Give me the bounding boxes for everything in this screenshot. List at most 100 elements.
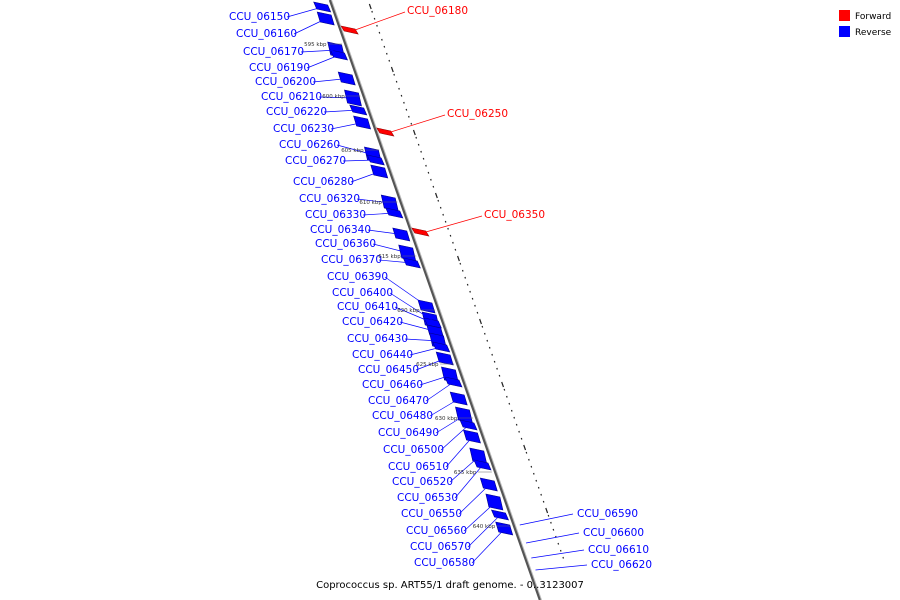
track-tick (420, 150, 422, 153)
track-tick (537, 486, 540, 489)
track-tick (518, 430, 520, 433)
track-tick (510, 409, 513, 412)
track-tick (432, 185, 435, 188)
track-tick (474, 304, 476, 307)
gene-leader-line (404, 338, 440, 342)
gene-label-reverse: CCU_06370 (321, 254, 382, 266)
gene-leader-line (336, 144, 375, 156)
gene-label-reverse: CCU_06440 (352, 349, 413, 361)
gene-label-reverse: CCU_06500 (383, 444, 444, 456)
gene-leader-line (394, 306, 434, 324)
gene-label-reverse: CCU_06580 (414, 557, 475, 569)
gene-leader-line (312, 78, 348, 83)
track-tick (449, 234, 452, 237)
gene-label-reverse: CCU_06190 (249, 62, 310, 74)
forward-gene-block (340, 25, 359, 35)
track-tick (486, 339, 489, 342)
scale-mark-label: 615 kbp (378, 254, 401, 260)
gene-label-reverse: CCU_06570 (410, 541, 471, 553)
gene-leader-line (458, 484, 490, 515)
gene-label-reverse: CCU_06280 (293, 176, 354, 188)
track-tick (464, 276, 467, 279)
track-tick (513, 416, 516, 419)
gene-label-reverse: CCU_06590 (577, 508, 638, 520)
track-tick (535, 479, 538, 482)
track-tick (528, 458, 530, 461)
gene-label-reverse: CCU_06270 (285, 155, 346, 167)
track-tick (532, 472, 535, 475)
gene-labels: CCU_06150 CCU_06160 CCU_06170 CCU_06190 CCU_… (229, 5, 652, 571)
gene-leader-line (367, 229, 403, 235)
track-tick (491, 353, 493, 356)
track-tick (383, 45, 386, 48)
gene-label-reverse: CCU_06490 (378, 427, 439, 439)
track-tick (552, 528, 555, 531)
legend-reverse-swatch (839, 26, 850, 37)
track-tick (390, 66, 394, 73)
gene-label-reverse: CCU_06530 (397, 492, 458, 504)
track-tick (385, 52, 388, 55)
track-tick (545, 507, 549, 514)
gene-label-reverse: CCU_06620 (591, 559, 652, 571)
track-tick (410, 122, 413, 125)
gene-leader-line (449, 455, 480, 483)
gene-leader-line (293, 18, 327, 35)
track-tick (459, 262, 462, 265)
scale-mark-label: 605 kbp (341, 148, 364, 154)
gene-leader-line (342, 159, 377, 162)
gene-label-reverse: CCU_06610 (588, 544, 649, 556)
gene-leader-line (306, 54, 340, 69)
track-tick (434, 192, 438, 199)
gene-label-reverse: CCU_06340 (310, 224, 371, 236)
track-tick (381, 38, 383, 41)
track-tick (559, 549, 562, 552)
gene-label-reverse: CCU_06260 (279, 139, 340, 151)
gene-label-reverse: CCU_06400 (332, 287, 393, 299)
track-tick (439, 206, 442, 209)
forward-gene-block (376, 127, 395, 137)
scale-mark-label: 640 kbp (473, 524, 496, 530)
gene-leader-line (356, 198, 392, 204)
track-tick (498, 374, 501, 377)
track-tick (425, 164, 427, 167)
genome-axis (328, 0, 565, 600)
track-tick (506, 395, 508, 398)
gene-leader-line (372, 243, 409, 254)
gene-label-reverse: CCU_06470 (368, 395, 429, 407)
track-tick (403, 101, 405, 104)
track-tick (444, 220, 447, 223)
reverse-gene-block (485, 493, 504, 511)
track-tick (371, 10, 373, 13)
legend-forward-label: Forward (855, 12, 891, 22)
gene-leader-line (535, 564, 588, 571)
track-tick (530, 465, 533, 468)
reverse-gene-block (495, 521, 514, 536)
gene-leader-line (415, 358, 446, 371)
main-axis-line (328, 0, 542, 600)
reverse-gene-block (479, 477, 498, 492)
gene-leader-line (445, 436, 474, 468)
track-tick (525, 451, 528, 454)
track-tick (496, 367, 498, 370)
gene-label-reverse: CCU_06420 (342, 316, 403, 328)
track-tick (523, 444, 527, 451)
track-tick (412, 129, 416, 136)
gene-leader-line (318, 96, 355, 99)
gene-leader-line (440, 424, 469, 451)
track-tick (430, 178, 432, 181)
gene-label-forward: CCU_06250 (447, 108, 508, 120)
gene-label-forward: CCU_06180 (407, 5, 468, 17)
track-tick (469, 290, 471, 293)
gene-leader-line (454, 464, 484, 499)
track-tick (466, 283, 469, 286)
track-tick (557, 542, 560, 545)
gene-leader-line (525, 532, 580, 544)
gene-leader-line (399, 321, 437, 332)
gene-label-reverse: CCU_06150 (229, 11, 290, 23)
gene-leader-line (362, 212, 395, 216)
label-leaders (286, 6, 588, 571)
track-tick (395, 80, 398, 83)
track-tick (483, 332, 486, 335)
gene-leader-line (471, 528, 506, 564)
reverse-gene-block (463, 429, 481, 444)
